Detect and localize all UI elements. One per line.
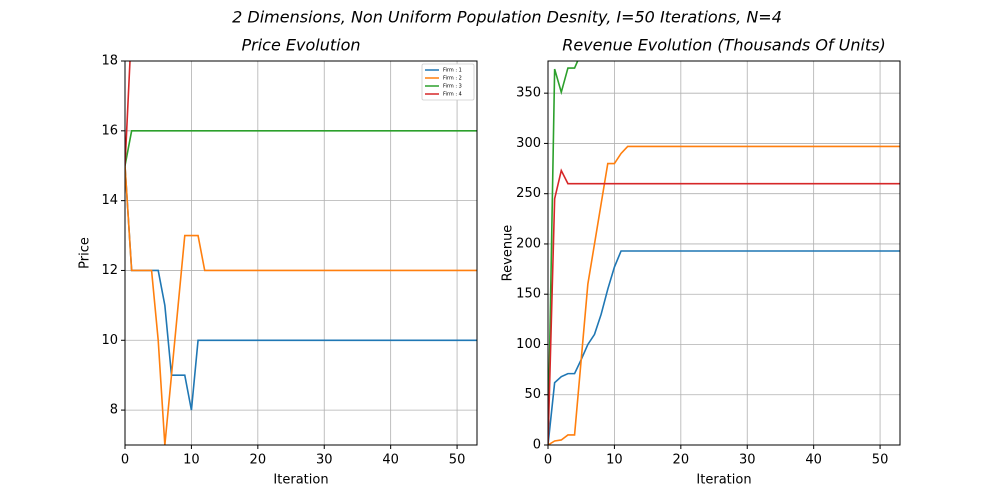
series-line: [548, 61, 579, 445]
x-tick-label: 40: [805, 453, 822, 468]
legend-label: Firm : 3: [443, 84, 462, 90]
x-tick-label: 0: [121, 453, 129, 468]
y-tick-label: 300: [516, 136, 541, 151]
y-tick-label: 350: [516, 86, 541, 101]
y-tick-label: 16: [101, 123, 118, 138]
y-axis-label: Price: [78, 237, 93, 269]
y-axis-label: Revenue: [501, 225, 516, 282]
x-axis-label: Iteration: [696, 473, 751, 488]
x-tick-label: 20: [673, 453, 690, 468]
series-line: [125, 130, 477, 166]
y-tick-label: 150: [516, 287, 541, 302]
figure-title: 2 Dimensions, Non Uniform Population Des…: [232, 8, 782, 27]
x-tick-label: 30: [739, 453, 756, 468]
y-tick-label: 100: [516, 337, 541, 352]
x-axis-label: Iteration: [273, 473, 328, 488]
legend-label: Firm : 1: [443, 68, 462, 74]
chart-title: Price Evolution: [242, 36, 361, 55]
x-tick-label: 50: [449, 453, 466, 468]
y-tick-label: 250: [516, 186, 541, 201]
y-tick-label: 18: [101, 54, 118, 69]
chart-title: Revenue Evolution (Thousands Of Units): [562, 36, 886, 55]
series-line: [548, 250, 900, 445]
x-tick-label: 50: [872, 453, 889, 468]
x-tick-label: 40: [382, 453, 399, 468]
y-tick-label: 200: [516, 236, 541, 251]
y-tick-label: 50: [524, 387, 541, 402]
x-tick-label: 30: [316, 453, 333, 468]
legend-label: Firm : 4: [443, 92, 462, 98]
x-tick-label: 0: [544, 453, 552, 468]
legend-label: Firm : 2: [443, 76, 462, 82]
y-tick-label: 8: [110, 403, 118, 418]
x-tick-label: 10: [606, 453, 623, 468]
x-tick-label: 10: [183, 453, 200, 468]
legend-box: [421, 63, 475, 101]
x-tick-label: 20: [250, 453, 267, 468]
series-line: [548, 145, 900, 445]
series-line: [125, 165, 477, 445]
y-tick-label: 12: [101, 263, 118, 278]
y-tick-label: 10: [101, 333, 118, 348]
plot-frame: [547, 60, 901, 446]
series-line: [548, 168, 900, 445]
y-tick-label: 14: [101, 193, 118, 208]
y-tick-label: 0: [533, 438, 541, 453]
plot-frame: [124, 60, 478, 446]
